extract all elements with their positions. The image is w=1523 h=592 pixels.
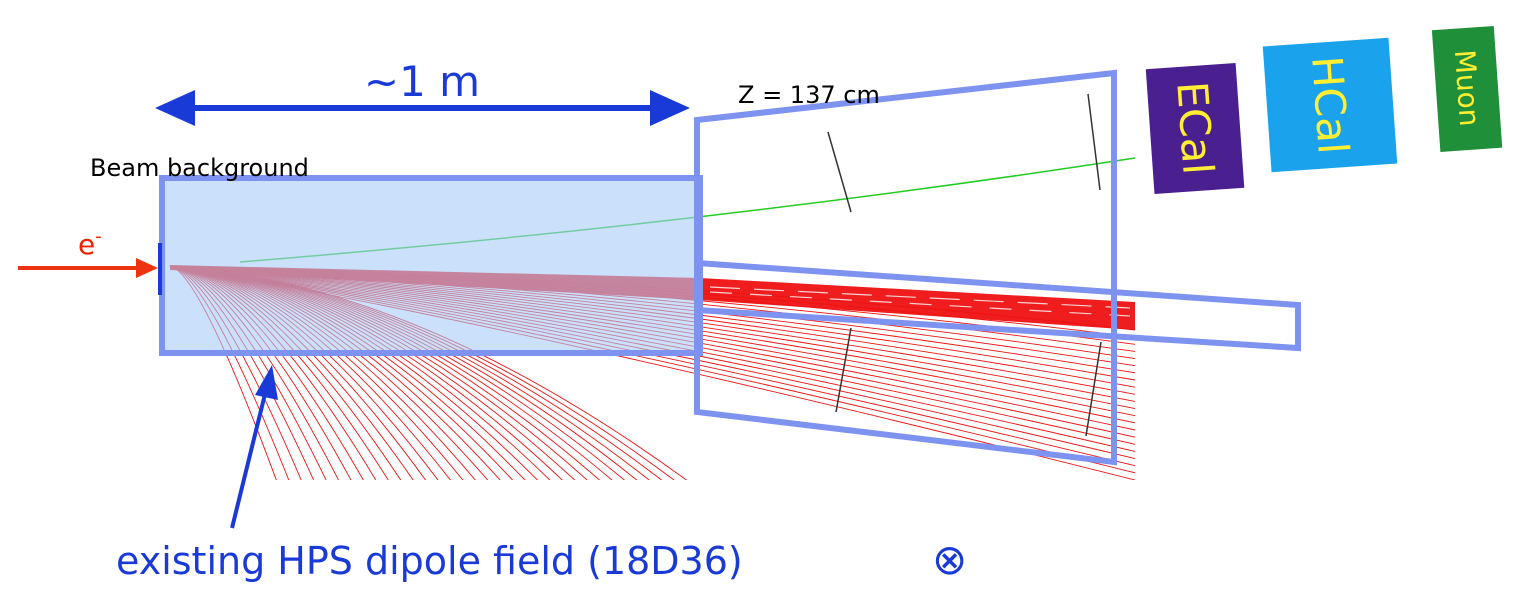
dipole-field-label: existing HPS dipole field (18D36) [116, 539, 743, 583]
z-position-label: Z = 137 cm [738, 81, 880, 109]
beam-background-label: Beam background [90, 154, 309, 182]
beam-arrow-head [136, 258, 158, 278]
hcal-label: HCal [1302, 54, 1358, 156]
dimension-arrow-left-head [155, 90, 195, 126]
beam-particle: e [78, 228, 95, 261]
beam-pipe-box [694, 259, 1301, 352]
ecal-label: ECal [1167, 80, 1222, 176]
beam-label: e- [78, 226, 102, 261]
tracker-layers [827, 93, 1102, 437]
dimension-arrow-right-head [650, 90, 690, 126]
ecal-detector: ECal [1145, 63, 1245, 194]
dipole-pointer-arrow-head [255, 365, 278, 400]
beam-band-streaks [709, 286, 1131, 317]
beam-charge: - [95, 226, 102, 247]
muon-label: Muon [1448, 49, 1486, 128]
upper-tracker-box [694, 69, 1117, 466]
dipole-region [159, 175, 703, 356]
field-direction-icon: ⊗ [932, 535, 967, 584]
hcal-detector: HCal [1262, 37, 1398, 173]
dipole-pointer-arrow [230, 389, 268, 529]
muon-detector: Muon [1431, 25, 1503, 153]
dimension-label: ~1 m [364, 57, 480, 106]
